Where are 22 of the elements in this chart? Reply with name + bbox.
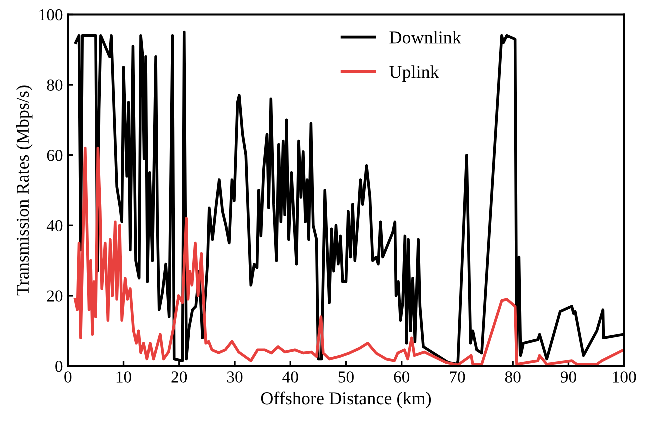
y-tick-label: 40 <box>46 220 63 232</box>
y-tick-label: 60 <box>47 150 63 162</box>
legend-label: Downlink <box>390 31 462 44</box>
x-tick-label: 40 <box>282 372 298 383</box>
y-tick-label: 100 <box>40 9 63 21</box>
x-tick-label: 90 <box>560 372 576 383</box>
y-axis-title: Transmission Rates (Mbps/s) <box>16 86 33 296</box>
x-tick-label: 70 <box>450 372 466 383</box>
x-tick-label: 80 <box>505 372 521 383</box>
line-series <box>74 146 624 366</box>
x-tick-label: 0 <box>64 372 72 383</box>
y-tick-label: 80 <box>47 80 63 91</box>
x-tick-label: 60 <box>394 372 410 383</box>
x-tick-label: 50 <box>338 372 354 383</box>
x-tick-label: 20 <box>172 372 188 383</box>
legend-label: Uplink <box>390 66 440 82</box>
x-tick-label: 100 <box>613 372 636 383</box>
x-tick-label: 10 <box>116 372 132 383</box>
y-tick-label: 0 <box>56 360 63 372</box>
x-axis-title: Offshore Distance (km) <box>261 392 432 408</box>
x-tick-label: 30 <box>227 372 243 383</box>
y-tick-label: 20 <box>47 290 63 302</box>
